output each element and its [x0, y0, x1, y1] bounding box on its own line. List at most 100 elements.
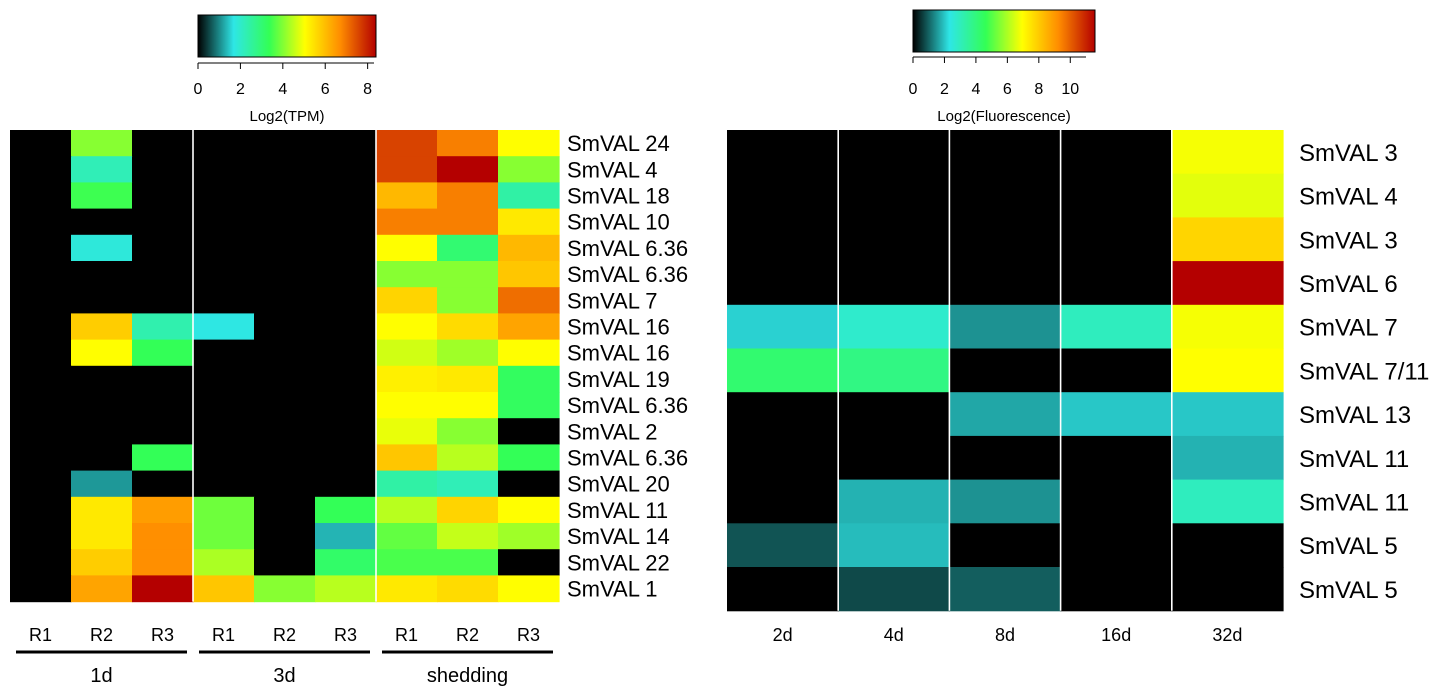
heatmap-cell: [1171, 523, 1284, 568]
heatmap-cell: [254, 130, 316, 157]
heatmap-cell: [71, 234, 133, 262]
heatmap-cell: [1060, 304, 1173, 350]
heatmap-cell: [193, 392, 255, 419]
group-label: shedding: [427, 665, 508, 687]
heatmap-cell: [498, 313, 560, 341]
heatmap-cell: [71, 444, 133, 472]
heatmap-cell: [727, 523, 839, 568]
heatmap-cell: [1171, 261, 1284, 306]
heatmap-cell: [727, 479, 839, 524]
heatmap-cell: [71, 470, 133, 498]
heatmap-cell: [71, 130, 133, 157]
column-label: R3: [517, 625, 540, 645]
heatmap-cell: [727, 567, 839, 612]
colorbar-fluorescence-gradient: [912, 9, 1096, 53]
heatmap-cell: [132, 234, 194, 262]
heatmap-cell: [949, 392, 1062, 437]
heatmap-cell: [132, 287, 194, 314]
heatmap-cell: [1060, 567, 1173, 612]
heatmap-tpm-group-labels: 1d 3d shedding: [16, 650, 553, 687]
heatmap-cell: [132, 261, 194, 288]
colorbar-tpm-ticks: 0 2 4 6 8: [194, 63, 372, 98]
heatmap-cell: [727, 173, 839, 218]
row-label: SmVAL 18: [567, 184, 670, 209]
heatmap-cell: [376, 261, 438, 288]
heatmap-cell: [71, 392, 133, 419]
heatmap-cell: [727, 261, 839, 306]
heatmap-cell: [838, 435, 950, 481]
heatmap-cell: [727, 392, 839, 437]
heatmap-cell: [254, 208, 316, 236]
heatmap-fluorescence-cells: [727, 130, 1284, 612]
heatmap-cell: [254, 261, 316, 288]
heatmap-cell: [498, 130, 560, 157]
row-label: SmVAL 20: [567, 472, 670, 497]
colorbar-tpm-tick-label: 0: [194, 81, 203, 98]
heatmap-cell: [71, 523, 133, 550]
heatmap-cell: [315, 418, 377, 445]
heatmap-cell: [437, 234, 499, 262]
heatmap-cell: [132, 156, 194, 183]
heatmap-cell: [71, 156, 133, 183]
heatmap-cell: [71, 418, 133, 445]
heatmap-cell: [498, 575, 560, 603]
heatmap-cell: [315, 287, 377, 314]
colorbar-fluorescence-tick-label: 2: [940, 81, 949, 98]
heatmap-cell: [315, 261, 377, 288]
heatmap-cell: [498, 549, 560, 576]
row-label: SmVAL 19: [567, 367, 670, 392]
heatmap-cell: [1171, 217, 1284, 262]
heatmap-cell: [193, 339, 255, 367]
row-label: SmVAL 11: [1299, 489, 1409, 516]
heatmap-cell: [838, 304, 950, 350]
heatmap-cell: [132, 313, 194, 341]
column-label: R2: [90, 625, 113, 645]
column-label: R2: [456, 625, 479, 645]
row-label: SmVAL 7: [567, 288, 657, 313]
heatmap-tpm-column-labels: R1 R2 R3 R1 R2 R3 R1 R2 R3: [29, 625, 540, 645]
heatmap-cell: [1060, 173, 1173, 218]
row-label: SmVAL 6.36: [567, 236, 688, 261]
heatmap-cell: [727, 217, 839, 262]
heatmap-cell: [376, 313, 438, 341]
heatmap-cell: [10, 313, 72, 341]
heatmap-cell: [498, 523, 560, 550]
heatmap-cell: [132, 444, 194, 472]
heatmap-cell: [132, 496, 194, 524]
heatmap-cell: [315, 392, 377, 419]
heatmap-cell: [1171, 348, 1284, 393]
colorbar-fluorescence-ticks: 0 2 4 6 8 10: [909, 57, 1079, 98]
heatmap-tpm-cells: [10, 130, 560, 603]
row-label: SmVAL 5: [1299, 533, 1398, 560]
row-label: SmVAL 7: [1299, 315, 1398, 342]
heatmap-cell: [437, 444, 499, 472]
column-label: 4d: [884, 625, 904, 645]
heatmap-cell: [193, 234, 255, 262]
heatmap-cell: [376, 208, 438, 236]
heatmap-cell: [376, 470, 438, 498]
heatmap-cell: [193, 444, 255, 472]
heatmap-cell: [949, 261, 1062, 306]
heatmap-cell: [10, 156, 72, 183]
heatmap-cell: [376, 523, 438, 550]
heatmap-cell: [132, 575, 194, 603]
heatmap-cell: [193, 549, 255, 576]
heatmap-cell: [71, 182, 133, 210]
heatmap-cell: [376, 444, 438, 472]
colorbar-tpm-tick-label: 8: [363, 81, 372, 98]
heatmap-cell: [498, 287, 560, 314]
row-label: SmVAL 5: [1299, 577, 1398, 604]
colorbar-fluorescence-tick-label: 4: [971, 81, 980, 98]
column-label: R3: [334, 625, 357, 645]
heatmap-cell: [193, 365, 255, 393]
colorbar-tpm-gradient: [197, 14, 377, 58]
heatmap-cell: [132, 339, 194, 367]
heatmap-cell: [1060, 130, 1173, 175]
heatmap-cell: [315, 182, 377, 210]
heatmap-cell: [132, 523, 194, 550]
heatmap-cell: [498, 496, 560, 524]
row-label: SmVAL 6.36: [567, 262, 688, 287]
heatmap-cell: [949, 217, 1062, 262]
heatmap-cell: [132, 130, 194, 157]
